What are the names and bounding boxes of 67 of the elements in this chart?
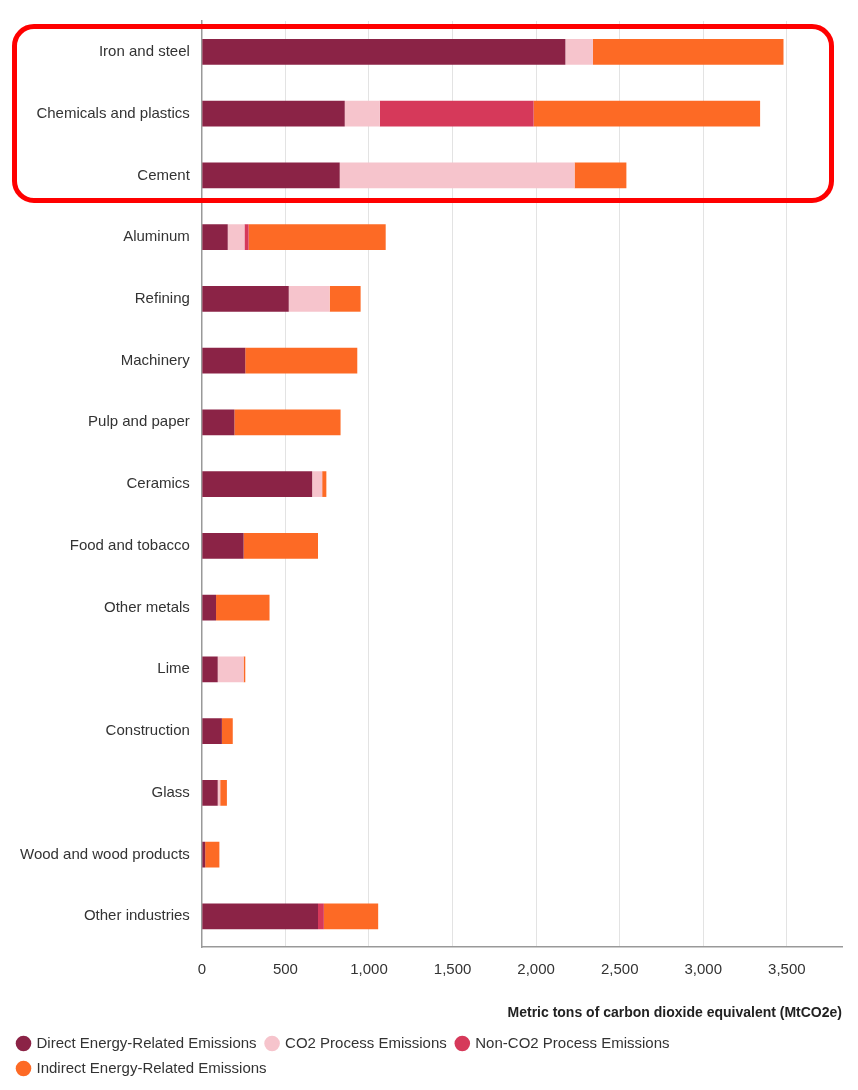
bar <box>288 286 330 312</box>
x-tick-label: 2,500 <box>600 960 639 978</box>
y-tick-label: Ceramics <box>126 474 190 492</box>
y-tick-label: Pulp and paper <box>88 412 190 430</box>
y-tick-label: Food and tobacco <box>69 535 190 553</box>
y-tick-label: Iron and steel <box>98 42 190 60</box>
x-tick-label: 3,000 <box>684 960 723 978</box>
bar <box>244 224 249 250</box>
bar <box>312 471 323 497</box>
bar <box>339 162 575 189</box>
bar <box>234 409 341 436</box>
y-tick-label: Lime <box>157 659 190 677</box>
bar <box>329 286 361 312</box>
bar <box>217 656 244 683</box>
bar <box>202 533 244 559</box>
bar <box>574 162 627 189</box>
bar <box>243 533 318 559</box>
y-tick-label: Glass <box>151 782 190 800</box>
y-tick-label: Other metals <box>103 597 190 615</box>
bar <box>202 841 206 868</box>
bar <box>322 471 327 497</box>
bar <box>318 903 324 930</box>
y-tick-label: Construction <box>105 721 190 739</box>
bar <box>202 656 218 683</box>
bar <box>202 594 217 621</box>
bar <box>565 39 593 65</box>
bar <box>248 224 386 250</box>
x-tick-label: 1,000 <box>350 960 388 978</box>
x-tick-label: 3,500 <box>768 960 806 978</box>
bar <box>202 779 218 806</box>
bar <box>227 224 245 250</box>
x-tick-label: 500 <box>272 960 298 978</box>
bar <box>245 347 358 374</box>
bar <box>592 39 784 65</box>
bar <box>202 409 235 436</box>
x-tick-label: 0 <box>197 960 207 978</box>
bar <box>202 100 345 127</box>
legend-label: Non-CO2 Process Emissions <box>475 1033 670 1051</box>
bar <box>202 471 313 497</box>
bar <box>344 100 380 127</box>
y-tick-label: Cement <box>137 165 191 183</box>
y-tick-label: Other industries <box>83 906 190 924</box>
bar <box>202 162 340 189</box>
bar <box>533 100 761 127</box>
bar <box>202 718 222 744</box>
legend-label: CO2 Process Emissions <box>285 1033 447 1051</box>
x-tick-label: 1,500 <box>433 960 472 978</box>
y-tick-label: Machinery <box>120 350 191 368</box>
bar <box>202 286 289 312</box>
y-tick-label: Wood and wood products <box>19 844 190 862</box>
bar <box>202 39 566 65</box>
bar <box>323 903 379 930</box>
bar <box>379 100 534 127</box>
y-tick-label: Refining <box>134 289 190 306</box>
bar <box>202 903 318 930</box>
bar <box>205 841 220 868</box>
x-axis-title: Metric tons of carbon dioxide equivalent (MtCO2e) <box>507 1004 842 1021</box>
y-tick-label: Chemicals and plastics <box>36 103 190 121</box>
x-tick-label: 2,000 <box>517 960 555 978</box>
bar <box>216 594 270 621</box>
bar <box>220 779 227 806</box>
legend-label: Indirect Energy-Related Emissions <box>36 1058 267 1076</box>
bar <box>202 347 246 374</box>
bar <box>221 718 233 744</box>
y-tick-label: Aluminum <box>123 227 190 245</box>
bar <box>202 224 228 250</box>
legend-label: Direct Energy-Related Emissions <box>36 1033 257 1051</box>
